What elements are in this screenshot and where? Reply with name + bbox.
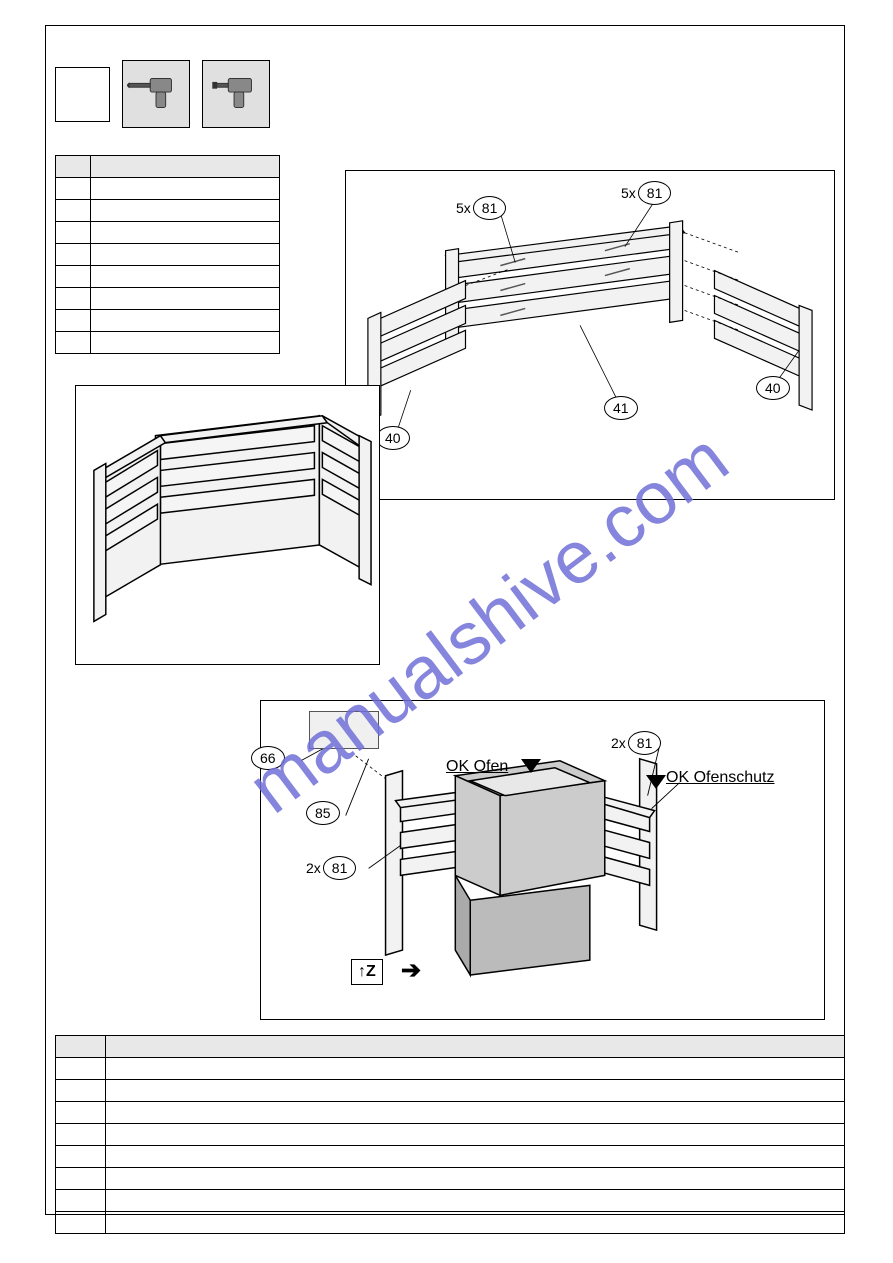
table-row	[56, 310, 280, 332]
table-row	[56, 1080, 845, 1102]
nameplate-sticker	[309, 711, 379, 749]
label-ok-ofenschutz: OK Ofenschutz	[666, 769, 775, 787]
bottom-table-header-2	[105, 1036, 844, 1058]
callout-41: 41	[604, 396, 638, 420]
triangle-marker-ofen	[521, 759, 541, 773]
callout-81-left: 5x 81	[456, 196, 506, 220]
table-row	[56, 266, 280, 288]
table-row	[56, 244, 280, 266]
diagram-assembled-frame	[75, 385, 380, 665]
diagram-assembly-exploded: 5x 81 5x 81 41 40 40	[345, 170, 835, 500]
diagram-heater-guard: 66 85 2x 81 2x 81 OK Ofen OK Ofenschutz …	[260, 700, 825, 1020]
diagram-assembled-svg	[76, 386, 379, 664]
table-row	[56, 1168, 845, 1190]
table-row	[56, 1124, 845, 1146]
callout-66: 66	[251, 746, 285, 770]
callout-40-left: 40	[376, 426, 410, 450]
tool-drill-driver-icon	[202, 60, 270, 128]
label-ok-ofen: OK Ofen	[446, 758, 508, 776]
table-row	[56, 332, 280, 354]
parts-table-small	[55, 155, 280, 354]
bottom-table-header-1	[56, 1036, 106, 1058]
table-row	[56, 1058, 845, 1080]
table-row	[56, 1190, 845, 1212]
header-tools-row	[55, 60, 270, 128]
table-row	[56, 1102, 845, 1124]
table-row	[56, 200, 280, 222]
callout-85: 85	[306, 801, 340, 825]
z-up-indicator: ↑Z	[351, 959, 383, 985]
callout-81-bottom-left: 2x 81	[306, 856, 356, 880]
triangle-marker-ofenschutz	[646, 775, 666, 789]
table-row	[56, 1212, 845, 1234]
step-number-box	[55, 67, 110, 122]
small-table-header-1	[56, 156, 91, 178]
diagram-assembly-svg	[346, 171, 834, 500]
notes-table-bottom	[55, 1035, 845, 1234]
table-row	[56, 288, 280, 310]
callout-81-right: 5x 81	[621, 181, 671, 205]
table-row	[56, 222, 280, 244]
table-row	[56, 1146, 845, 1168]
table-row	[56, 178, 280, 200]
tool-drill-bit-icon	[122, 60, 190, 128]
arrow-right-icon: ➔	[401, 956, 421, 985]
callout-81-bottom-right: 2x 81	[611, 731, 661, 755]
callout-40-right: 40	[756, 376, 790, 400]
small-table-header-2	[90, 156, 279, 178]
